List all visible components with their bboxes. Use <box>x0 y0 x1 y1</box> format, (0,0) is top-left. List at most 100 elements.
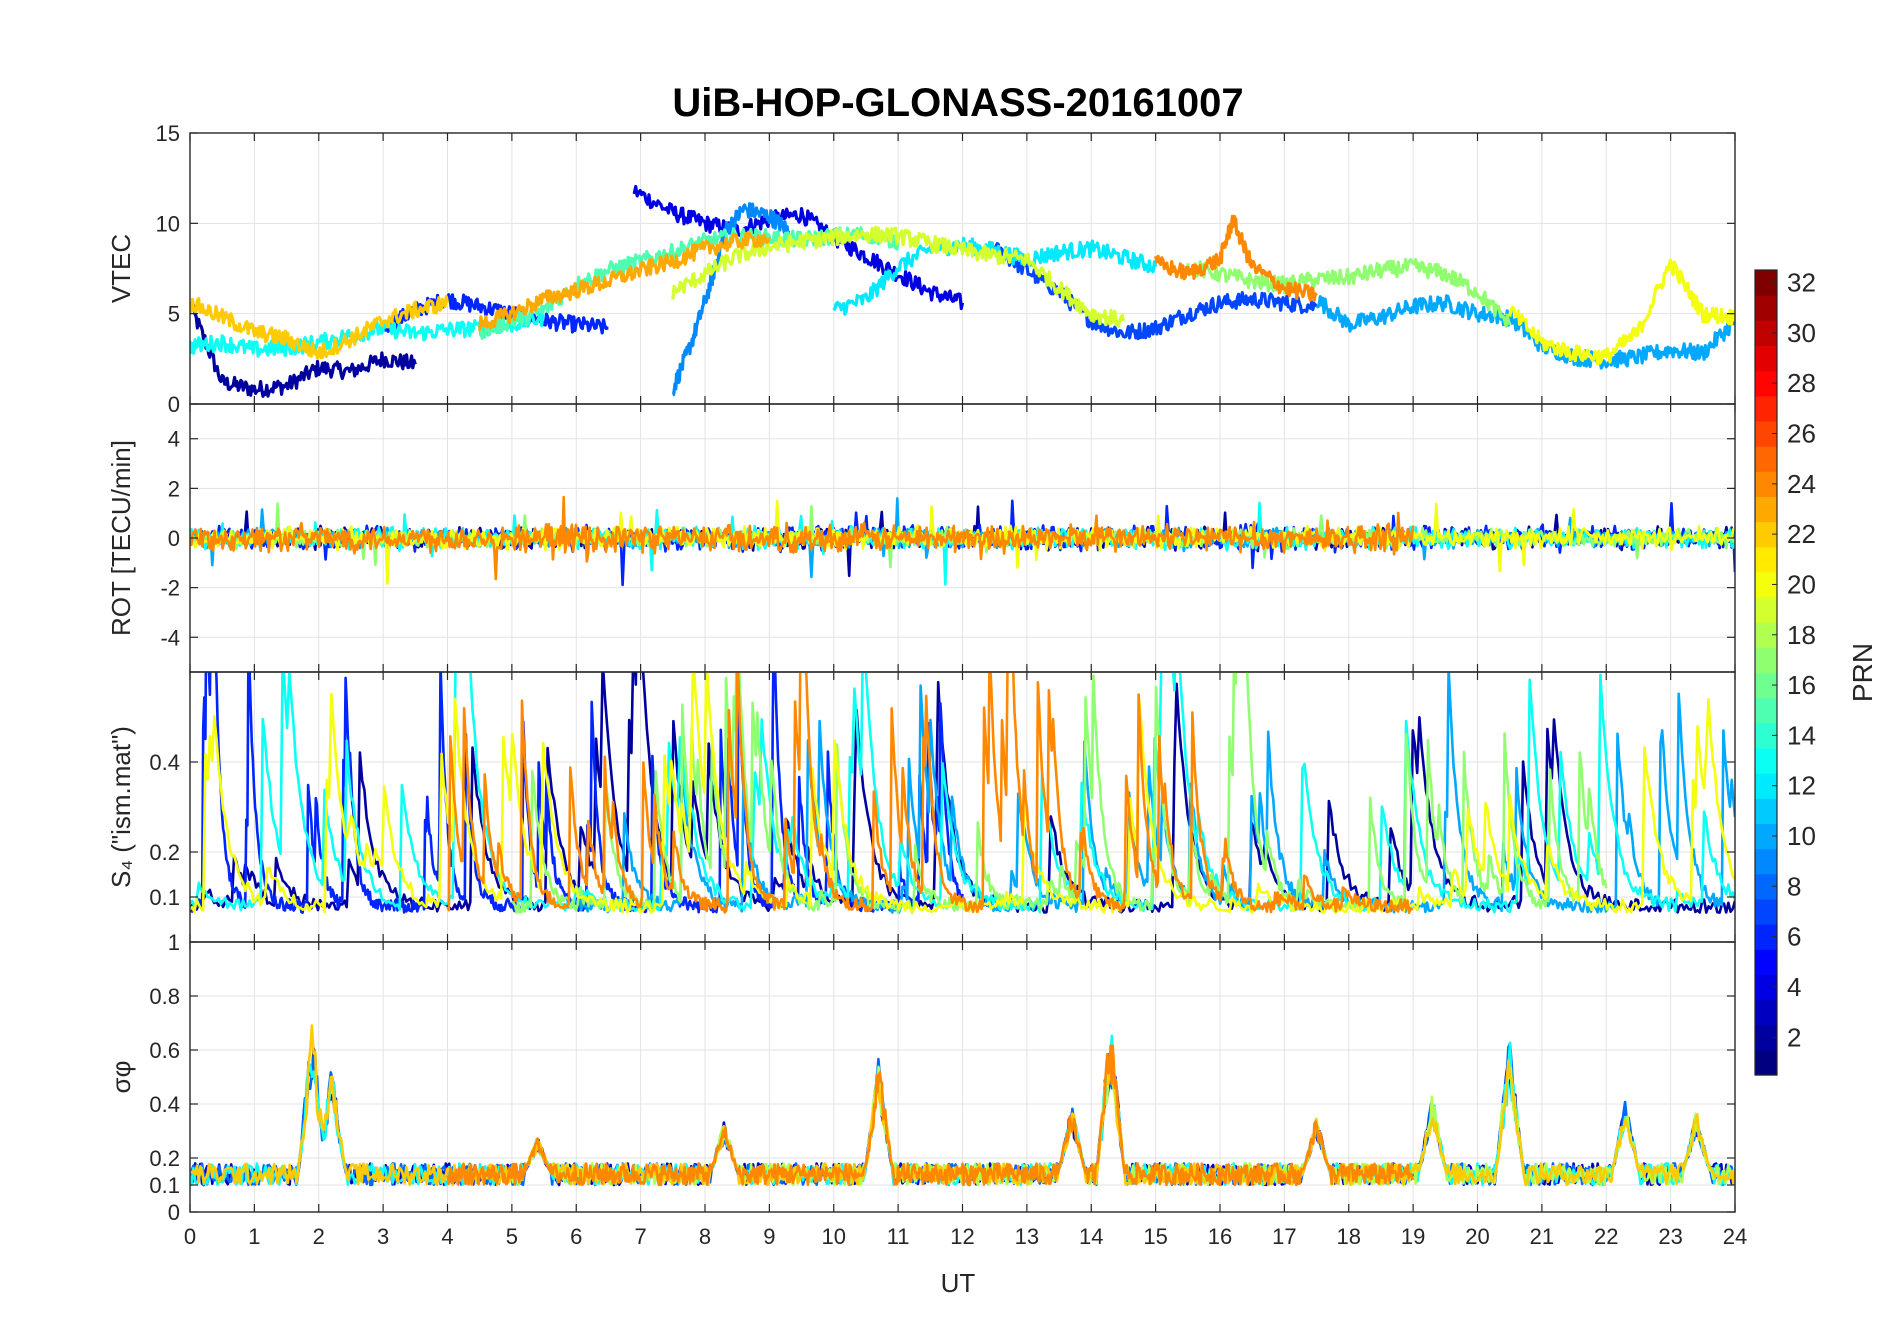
x-axis-label: UT <box>941 1268 976 1298</box>
colorbar-tick-label: 2 <box>1787 1022 1801 1052</box>
colorbar-swatch <box>1755 773 1777 799</box>
series-line-prn-17 <box>510 672 1608 914</box>
x-tick-label: 23 <box>1658 1224 1682 1249</box>
x-tick-label: 11 <box>887 1224 910 1249</box>
series-line-prn-24 <box>1154 214 1318 303</box>
colorbar-swatch <box>1755 798 1777 825</box>
series-line-prn-9 <box>672 202 791 397</box>
colorbar-tick-label: 8 <box>1787 871 1801 901</box>
y-tick-label: 4 <box>168 427 180 452</box>
y-tick-label: 0 <box>168 1200 180 1225</box>
colorbar-swatch <box>1755 873 1777 900</box>
colorbar-swatch <box>1755 622 1777 648</box>
series-group-vtec <box>190 184 1735 398</box>
series-line-prn-19 <box>671 225 1125 328</box>
colorbar-swatch <box>1755 672 1777 699</box>
colorbar-label: PRN <box>1847 643 1878 702</box>
y-tick-label: 0.2 <box>149 1146 180 1171</box>
colorbar-swatch <box>1755 949 1777 975</box>
series-line-prn-20 <box>1508 258 1735 366</box>
colorbar-tick-label: 24 <box>1787 469 1816 499</box>
x-tick-label: 21 <box>1530 1224 1554 1249</box>
colorbar-swatch <box>1755 320 1777 347</box>
colorbar-tick-label: 4 <box>1787 972 1801 1002</box>
series-line-prn-22 <box>190 295 450 360</box>
colorbar-swatch <box>1755 974 1777 1001</box>
x-tick-label: 16 <box>1208 1224 1232 1249</box>
y-tick-label: -2 <box>160 576 180 601</box>
colorbar-swatch <box>1755 471 1777 498</box>
x-tick-label: 9 <box>763 1224 775 1249</box>
series-line-prn-23 <box>478 230 771 331</box>
x-tick-label: 17 <box>1272 1224 1296 1249</box>
series-line-prn-24 <box>190 495 1415 581</box>
colorbar-swatch <box>1755 345 1777 372</box>
x-tick-label: 14 <box>1079 1224 1103 1249</box>
colorbar-swatch <box>1755 395 1777 422</box>
panel-vtec: 0 5 10 15 VTEC <box>106 121 1736 417</box>
colorbar-tick-label: 28 <box>1787 368 1816 398</box>
y-axis-label-rot: ROT [TECU/min] <box>106 440 136 636</box>
series-line-prn-13 <box>190 672 1735 914</box>
x-tick-label: 4 <box>441 1224 453 1249</box>
panel-s4: 0.1 0.2 0.4 S₄ ("ism.mat") <box>106 671 1736 943</box>
panel-sigma: 00.10.2 0.4 0.6 0.8 1 σφ <box>106 930 1736 1225</box>
colorbar-swatch <box>1755 823 1777 850</box>
x-tick-label: 24 <box>1723 1224 1747 1249</box>
colorbar-swatch <box>1755 270 1777 296</box>
colorbar-tick-label: 20 <box>1787 569 1816 599</box>
colorbar-tick-label: 32 <box>1787 268 1816 298</box>
colorbar-swatch <box>1755 722 1777 749</box>
x-tick-label: 0 <box>184 1224 196 1249</box>
colorbar-swatch <box>1755 898 1777 925</box>
x-tick-label: 15 <box>1143 1224 1167 1249</box>
colorbar-swatch <box>1755 370 1777 397</box>
y-tick-label: 0.4 <box>149 1092 180 1117</box>
colorbar-tick-label: 26 <box>1787 419 1816 449</box>
y-tick-label: 0.6 <box>149 1038 180 1063</box>
colorbar-swatch <box>1755 1024 1777 1051</box>
y-tick-label: 0.4 <box>149 750 180 775</box>
panel-rot: -4 -2 0 2 4 ROT [TECU/min] <box>106 403 1736 673</box>
colorbar-swatch <box>1755 999 1777 1026</box>
y-axis-label-s4: S₄ ("ism.mat") <box>106 726 136 888</box>
y-tick-label: 0 <box>168 526 180 551</box>
series-line-prn-17 <box>1186 257 1512 328</box>
x-tick-label: 12 <box>950 1224 974 1249</box>
x-tick-label: 6 <box>570 1224 582 1249</box>
colorbar-tick-label: 6 <box>1787 922 1801 952</box>
colorbar-tick-label: 12 <box>1787 771 1816 801</box>
y-tick-label: 2 <box>168 476 180 501</box>
x-tick-label: 19 <box>1401 1224 1425 1249</box>
series-group-s4 <box>190 672 1735 914</box>
x-axis-ticks: 0 1 2 3 4 5 6 7 8 9 10 11 12 13 14 15 16 17 18 19 20 21 22 23 24 <box>184 1224 1747 1249</box>
colorbar-swatch <box>1755 420 1777 447</box>
colorbar-tick-label: 16 <box>1787 670 1816 700</box>
colorbar-swatch <box>1755 647 1777 674</box>
colorbar-frame <box>1754 269 1778 1076</box>
x-tick-label: 8 <box>699 1224 711 1249</box>
series-line-prn-24 <box>446 672 1414 914</box>
colorbar-tick-label: 14 <box>1787 720 1816 750</box>
y-tick-label: 0.8 <box>149 984 180 1009</box>
colorbar-swatch <box>1755 924 1777 950</box>
colorbar-swatch <box>1755 697 1777 724</box>
colorbar-tick-label: 22 <box>1787 519 1816 549</box>
y-tick-label: 15 <box>156 121 180 146</box>
x-tick-label: 20 <box>1465 1224 1489 1249</box>
colorbar-swatch <box>1755 571 1777 598</box>
series-group-rot <box>190 495 1735 587</box>
colorbar-swatch <box>1755 848 1777 875</box>
y-axis-label-vtec: VTEC <box>106 234 136 303</box>
y-tick-label: 0.2 <box>149 840 180 865</box>
y-axis-label-sigma: σφ <box>106 1061 136 1094</box>
x-tick-label: 7 <box>635 1224 647 1249</box>
x-tick-label: 22 <box>1594 1224 1618 1249</box>
colorbar-swatch <box>1755 446 1777 472</box>
x-tick-label: 18 <box>1337 1224 1361 1249</box>
colorbar-tick-label: 30 <box>1787 318 1816 348</box>
y-tick-label: 10 <box>156 211 180 236</box>
series-line-prn-2 <box>190 301 417 398</box>
colorbar-swatch <box>1755 597 1777 623</box>
